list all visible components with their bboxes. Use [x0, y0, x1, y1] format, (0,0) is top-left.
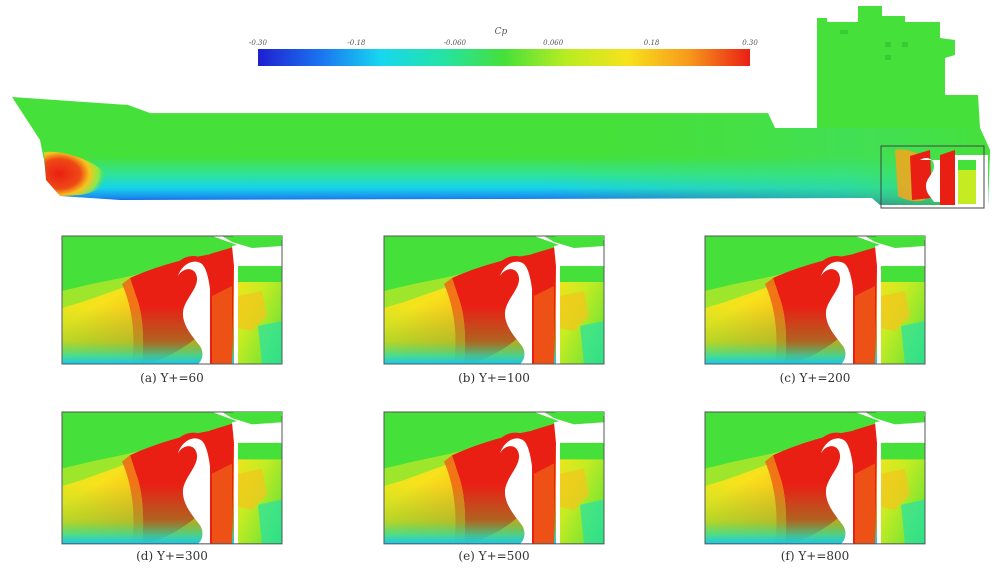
colorbar-tick-label: -0.060: [444, 39, 467, 47]
detail-panel-deck: [232, 236, 282, 242]
detail-panel: (b) Y+=100: [383, 235, 605, 385]
detail-panel-deck: [554, 412, 604, 418]
detail-panel-image: [383, 235, 605, 365]
detail-panel-deck: [554, 236, 604, 242]
detail-panel-deck: [875, 412, 925, 418]
detail-panel-image: [61, 235, 283, 365]
detail-panel: (d) Y+=300: [61, 411, 283, 563]
colorbar-tick-label: 0.060: [543, 39, 564, 47]
detail-panel: (f) Y+=800: [704, 411, 926, 563]
detail-panel-caption: (e) Y+=500: [458, 549, 529, 563]
colorbar: Cp -0.30 -0.18 -0.060 0.060 0.18 0.30: [249, 27, 758, 66]
colorbar-tick-label: 0.30: [742, 39, 758, 47]
detail-panels: (a) Y+=60 (b) Y+=100 (c) Y+=200 (d) Y+=300 (…: [61, 235, 926, 563]
detail-panel-caption: (f) Y+=800: [781, 549, 850, 563]
detail-panel: (c) Y+=200: [704, 235, 926, 385]
colorbar-title: Cp: [495, 27, 508, 37]
detail-panel-image: [383, 411, 605, 545]
ship-hull-view: [12, 6, 990, 209]
colorbar-tick-label: -0.18: [347, 39, 365, 47]
detail-panel-image: [61, 411, 283, 545]
detail-panel-deck: [232, 412, 282, 418]
detail-panel-caption: (c) Y+=200: [780, 371, 851, 385]
colorbar-tick-label: 0.18: [644, 39, 660, 47]
colorbar-bar: [258, 49, 750, 66]
detail-panel-caption: (a) Y+=60: [140, 371, 204, 385]
detail-panel: (e) Y+=500: [383, 411, 605, 563]
detail-panel-deck: [875, 236, 925, 242]
detail-panel-caption: (b) Y+=100: [458, 371, 530, 385]
stern-detail-main: [895, 149, 988, 205]
detail-panel-image: [704, 411, 926, 545]
detail-panel-image: [704, 235, 926, 365]
colorbar-tick-label: -0.30: [249, 39, 267, 47]
stern-highlight-box: [880, 145, 985, 209]
detail-panel: (a) Y+=60: [61, 235, 283, 385]
ship-superstructure: [817, 6, 980, 128]
detail-panel-caption: (d) Y+=300: [136, 549, 208, 563]
